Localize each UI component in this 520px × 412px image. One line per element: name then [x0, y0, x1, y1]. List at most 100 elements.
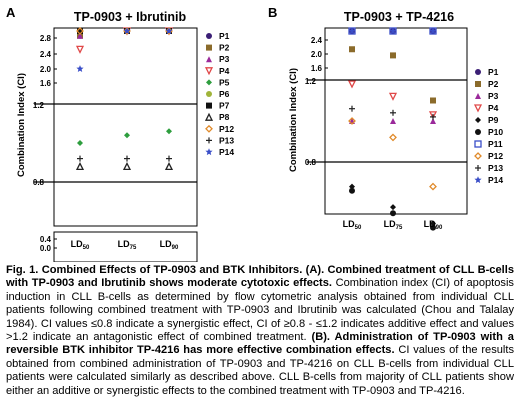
panel-a: A TP-0903 + Ibrutinib Combination Index … [6, 5, 234, 262]
panel-a-y-tick-label: 0.0 [40, 244, 52, 253]
panel-b-title: TP-0903 + TP-4216 [344, 10, 454, 24]
panel-b-point-p4 [347, 80, 357, 89]
panel-a-point-p4 [75, 45, 85, 54]
legend-label: P13 [488, 163, 503, 173]
panel-b-point-p13 [430, 113, 436, 120]
panel-a-point-p14 [123, 27, 131, 35]
panel-a-lower-axes-frame [53, 231, 198, 262]
panel-b-legend-item: P11 [474, 139, 503, 149]
panel-b-point-p13 [349, 105, 355, 112]
panel-a-legend-item: P5 [206, 77, 230, 87]
legend-marker [206, 91, 212, 97]
panel-b-legend-item: P9 [475, 115, 499, 125]
caption-heading-a: Fig. 1. Combined Effects of TP-0903 and … [6, 264, 514, 290]
panel-b-legend: P1 P2 P3 P4 P9 P10 P11 P12 P13 P14 [473, 67, 503, 185]
legend-label: P9 [488, 115, 499, 125]
legend-marker [474, 176, 482, 184]
legend-marker [474, 140, 482, 148]
panel-a-legend-item: P14 [205, 147, 234, 157]
panel-a-point-p13 [124, 155, 130, 162]
legend-marker [206, 44, 212, 51]
panel-a-legend-item: P2 [206, 43, 230, 53]
panel-b-legend-item: P12 [474, 151, 503, 161]
panel-b-point-p2 [349, 46, 355, 53]
panel-a-x-ticks: LD50 LD75 LD90 [71, 239, 179, 251]
panel-b-x-tick-label: LD90 [424, 219, 443, 231]
panel-b-point-p10 [390, 210, 396, 217]
panel-b-point-p3 [390, 118, 396, 124]
panel-a-point-p7 [77, 28, 83, 34]
panel-b-point-p10 [430, 224, 436, 231]
legend-label: P14 [488, 175, 503, 185]
legend-label: P5 [219, 77, 230, 87]
panel-b-point-p4 [428, 111, 438, 120]
panel-a-legend-item: P8 [204, 112, 230, 122]
legend-marker [206, 33, 212, 39]
legend-marker [475, 81, 481, 87]
legend-marker [474, 152, 482, 160]
legend-label: P1 [488, 67, 499, 77]
panel-b-point-p14 [348, 27, 356, 35]
legend-marker [473, 104, 483, 113]
panel-a-legend-item: P7 [206, 101, 230, 111]
panel-b-point-p13 [390, 109, 396, 116]
legend-label: P11 [488, 139, 503, 149]
panel-b-y-ticks: 2.4 2.0 1.6 1.2 0.8 [305, 36, 328, 167]
panel-a-y-tick-label: 1.2 [33, 101, 45, 110]
panel-a-y-ticks: 2.8 2.4 2.0 1.6 1.2 0.8 0.4 0.0 [33, 34, 57, 253]
panel-b-legend-item: P4 [473, 103, 499, 113]
panel-b-data-points [347, 27, 438, 231]
panel-b-legend-item: P14 [474, 175, 503, 185]
panel-b-point-p9 [390, 204, 396, 211]
panel-a-point-p14 [76, 65, 84, 72]
panel-a-point-p3 [77, 32, 83, 39]
panel-a-point-p13 [77, 155, 83, 162]
legend-label: P3 [488, 91, 499, 101]
legend-label: P10 [488, 127, 503, 137]
panel-a-point-p5 [77, 140, 83, 146]
panel-a-data-points [75, 27, 174, 171]
panel-a-point-p12 [76, 27, 84, 35]
figure-caption: Fig. 1. Combined Effects of TP-0903 and … [6, 264, 514, 398]
panel-b-point-p9 [430, 220, 436, 227]
panel-a-y-tick-label: 2.0 [40, 65, 52, 74]
legend-label: P13 [219, 135, 234, 145]
panel-a-y-tick-label: 2.8 [40, 34, 52, 43]
caption-body-b: CI values of the results obtained from c… [6, 344, 515, 397]
panel-a-point-p8 [122, 161, 132, 171]
panel-a-title: TP-0903 + Ibrutinib [74, 10, 187, 24]
panel-a-y-tick-label: 1.6 [40, 79, 52, 88]
legend-marker [206, 79, 212, 86]
panel-a-legend-item: P6 [206, 89, 230, 99]
legend-label: P2 [219, 43, 230, 53]
panel-a-x-tick-label: LD50 [71, 239, 90, 251]
panel-b-point-p14 [389, 27, 397, 35]
panel-b-y-axis-label: Combination Index (CI) [288, 68, 299, 172]
panel-a-y-tick-label: 0.8 [33, 178, 45, 187]
caption-heading-b: (B). Administration of TP-0903 with a re… [6, 331, 514, 357]
legend-marker [475, 165, 481, 171]
legend-label: P2 [488, 79, 499, 89]
panel-b-point-p12 [348, 117, 356, 125]
panel-a-point-p8 [75, 161, 85, 171]
panel-b-letter: B [268, 5, 277, 20]
legend-marker [205, 124, 213, 133]
legend-label: P12 [219, 124, 234, 134]
legend-label: P4 [219, 66, 230, 76]
panel-b-y-tick-label: 1.6 [311, 64, 323, 73]
legend-label: P14 [219, 147, 234, 157]
legend-label: P3 [219, 54, 230, 64]
panel-a-legend-item: P4 [204, 66, 230, 76]
panel-a-y-axis-label: Combination Index (CI) [16, 73, 27, 177]
panel-a-y-tick-label: 0.4 [40, 235, 52, 244]
charts: A TP-0903 + Ibrutinib Combination Index … [6, 5, 503, 262]
panel-b-legend-item: P1 [475, 67, 499, 77]
panel-b-y-tick-label: 1.2 [305, 77, 317, 86]
panel-b-y-tick-label: 0.8 [305, 158, 317, 167]
panel-a-point-p8 [164, 161, 174, 171]
legend-marker [475, 69, 481, 75]
panel-b-x-ticks: LD50 LD75 LD90 [343, 219, 443, 231]
legend-label: P8 [219, 112, 230, 122]
legend-label: P4 [488, 103, 499, 113]
